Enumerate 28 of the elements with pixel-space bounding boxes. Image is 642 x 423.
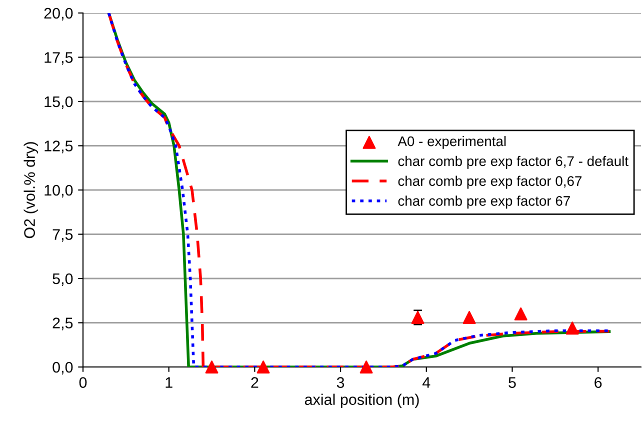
point bbox=[462, 310, 476, 324]
point bbox=[360, 360, 373, 374]
legend-label: char comb pre exp factor 67 bbox=[398, 196, 570, 209]
y-tick-label: 0,0 bbox=[52, 362, 73, 374]
y-tick-label: 15,0 bbox=[44, 96, 73, 109]
point bbox=[566, 322, 579, 335]
y-tick-label: 17,5 bbox=[44, 52, 73, 65]
legend-label: char comb pre exp factor 0,67 bbox=[398, 176, 582, 189]
x-axis-title: axial position (m) bbox=[304, 394, 419, 408]
x-tick-label: 2 bbox=[251, 377, 258, 388]
x-tick-label: 1 bbox=[166, 377, 172, 388]
x-tick-label: 5 bbox=[508, 377, 516, 388]
y-tick-label: 2,5 bbox=[52, 318, 73, 330]
y-tick-label: 7,5 bbox=[52, 229, 73, 242]
y-axis-title: O2 (vol.% dry) bbox=[24, 142, 38, 238]
legend-label: A0 - experimental bbox=[398, 136, 506, 149]
x-tick-label: 6 bbox=[594, 377, 602, 388]
y-tick-label: 12,5 bbox=[44, 140, 73, 154]
x-tick-label: 4 bbox=[422, 377, 430, 388]
point bbox=[514, 307, 528, 320]
y-tick-label: 20,0 bbox=[44, 8, 73, 20]
y-tick-label: 10,0 bbox=[44, 184, 73, 198]
point bbox=[256, 360, 270, 374]
y-tick-label: 5,0 bbox=[52, 273, 73, 286]
x-tick-label: 3 bbox=[336, 377, 344, 388]
x-tick-label: 0 bbox=[79, 377, 87, 388]
point bbox=[205, 360, 218, 374]
legend-label: char comb pre exp factor 6,7 - default bbox=[398, 156, 628, 169]
